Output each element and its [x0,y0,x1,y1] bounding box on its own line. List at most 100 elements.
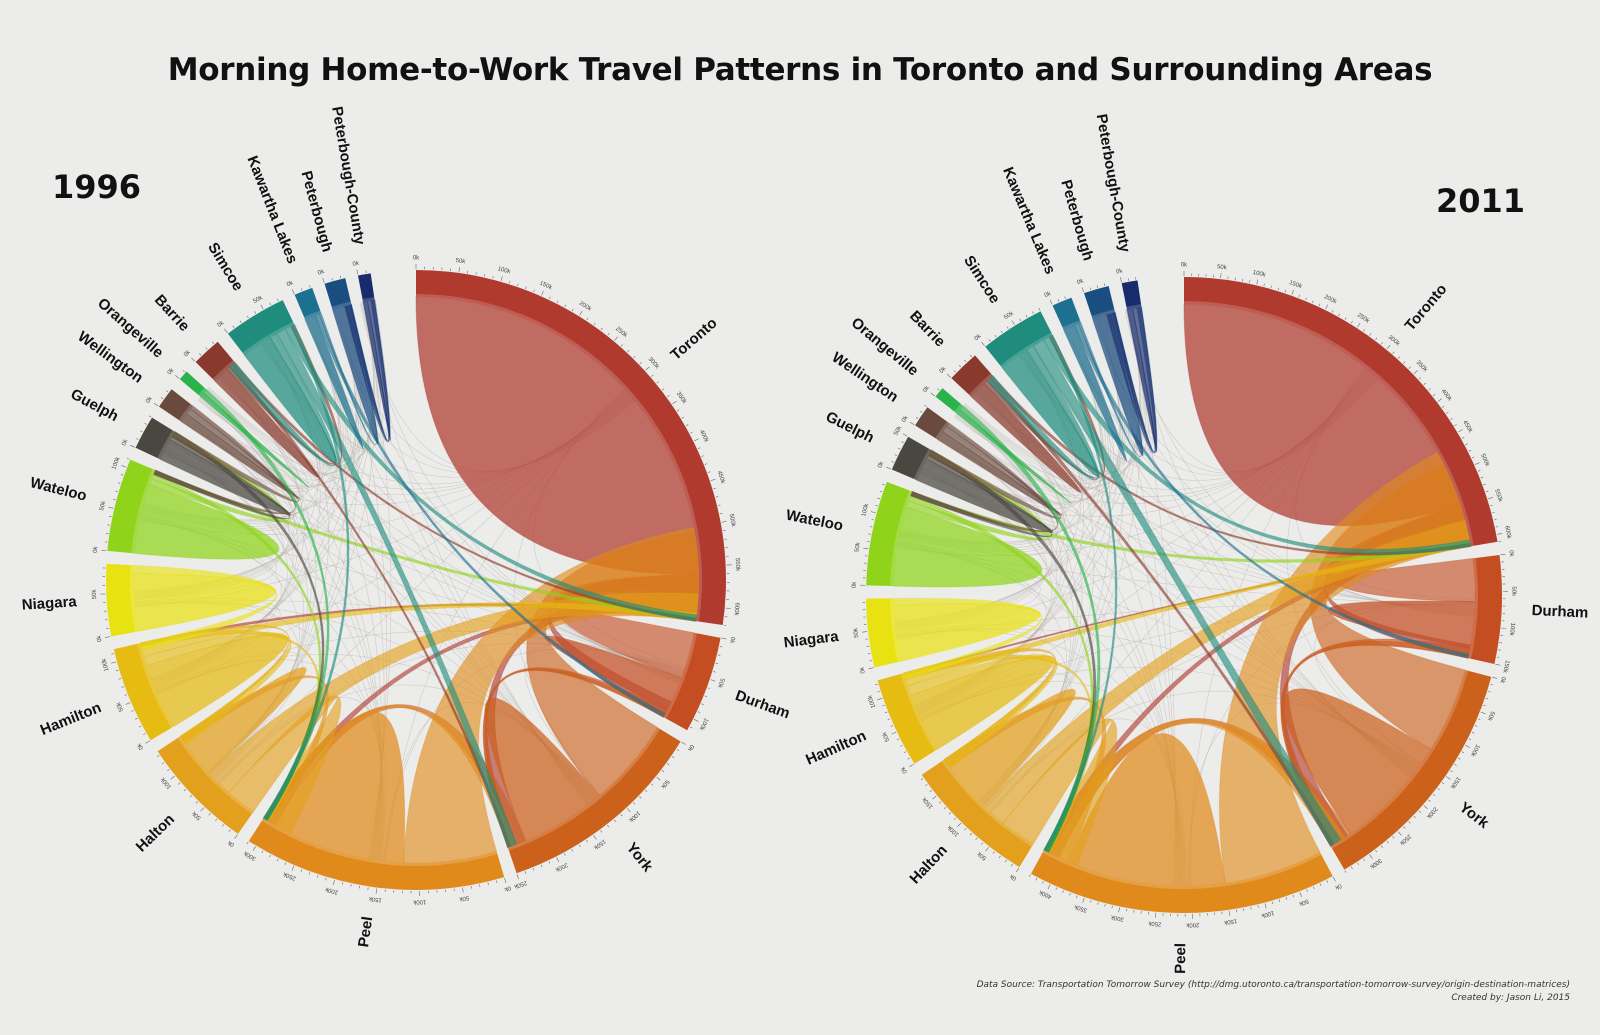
axis-tick [645,789,648,793]
tick-label: 0k [217,320,226,329]
segment-peterbough [324,278,352,310]
axis-tick [1081,287,1085,293]
axis-tick [1055,887,1058,890]
axis-tick [969,354,972,358]
tick-label: 150k [368,895,383,903]
axis-tick [1488,497,1494,500]
axis-tick [639,362,642,365]
segment-niagara [105,563,138,637]
axis-tick [1049,299,1053,305]
axis-tick [144,422,147,425]
region-label-barrie: Barrie [151,291,193,334]
region-label-york: York [623,839,657,875]
tick-label: 150k [1448,775,1461,790]
axis-tick [118,678,122,680]
region-label-peterbough-county: Peterbough-County [328,105,368,247]
axis-tick [1375,337,1378,341]
axis-tick [1501,627,1507,629]
ring-layer: 0k 50k 100k 150k 200k 250k 300k 350k 400k 450k 500… [21,105,792,948]
axis-tick [458,266,460,273]
segment-simcoe [985,311,1053,368]
axis-tick [199,353,202,356]
axis-tick [676,409,680,412]
tick-label: 0k [1333,882,1342,891]
axis-tick [907,757,910,760]
tick-label: 100k [412,898,426,904]
axis-tick [1458,429,1463,433]
axis-tick [693,719,699,722]
tick-label: 400k [1440,388,1453,403]
axis-tick [713,487,716,490]
chart-year-2011: 2011 [1436,182,1526,220]
tick-label: 100k [159,775,172,790]
axis-tick [1325,304,1329,310]
tick-label: 600k [732,602,739,616]
ribbon-guelph-internal [915,458,1054,534]
axis-tick [1029,874,1031,877]
tick-label: 100k [946,823,960,837]
axis-tick [232,325,235,328]
region-label-barrie: Barrie [906,307,948,350]
axis-tick [620,344,623,347]
region-label-durham: Durham [733,687,792,722]
region-label-toronto: Toronto [667,315,720,364]
region-label-simcoe: Simcoe [960,253,1003,307]
axis-tick [1450,770,1453,773]
tick-label: 0k [413,256,420,262]
axis-tick [645,366,650,371]
axis-tick [1465,443,1468,446]
axis-tick [215,818,218,822]
axis-tick [600,830,603,833]
tick-label: 50k [893,425,904,437]
axis-tick [191,357,196,362]
segment-durham [663,632,721,731]
tick-label: 200k [1323,294,1338,306]
axis-tick [234,834,238,839]
axis-tick [484,274,486,277]
axis-tick [666,763,670,766]
axis-tick [697,711,701,713]
tick-label: 0k [1044,291,1053,299]
axis-tick [178,782,181,785]
axis-tick [1062,890,1064,893]
region-label-york: York [1456,799,1492,832]
axis-tick [1120,277,1122,283]
axis-tick [661,770,665,773]
ribbon-wateloo-internal [133,484,280,560]
axis-tick [1471,731,1475,734]
region-label-peel: Peel [1172,943,1189,974]
axis-tick [300,869,303,872]
axis-tick [516,874,519,879]
ribbon-toronto-internal [415,296,700,575]
tick-label: 250k [614,326,629,340]
axis-tick [1000,330,1003,333]
ribbon-simcoe-to-barrie [986,345,1100,481]
region-label-hamilton: Hamilton [38,699,104,739]
axis-tick [1344,317,1347,320]
axis-tick [998,855,1001,859]
segment-inner-band [137,643,174,728]
axis-tick [721,521,727,523]
tick-label: 300k [647,356,661,370]
tick-label: 450k [716,470,726,485]
axis-tick [1016,867,1020,873]
axis-tick [1423,805,1428,809]
tick-label: 600k [1503,525,1512,540]
tick-label: 150k [539,281,554,292]
axis-tick [863,547,869,550]
axis-tick [1454,764,1457,766]
axis-tick [707,687,711,689]
axis-tick [1408,366,1411,369]
axis-tick [717,654,721,656]
tick-label: 450k [1461,420,1473,435]
tick-label: 300k [1110,913,1125,922]
axis-tick [148,415,152,418]
tick-label: 100k [111,455,122,470]
axis-tick [1437,788,1440,791]
axis-tick [1490,504,1493,507]
tick-label: 100k [1260,909,1275,918]
axis-tick [121,686,124,688]
segment-york [1330,669,1492,870]
axis-tick [607,824,610,828]
